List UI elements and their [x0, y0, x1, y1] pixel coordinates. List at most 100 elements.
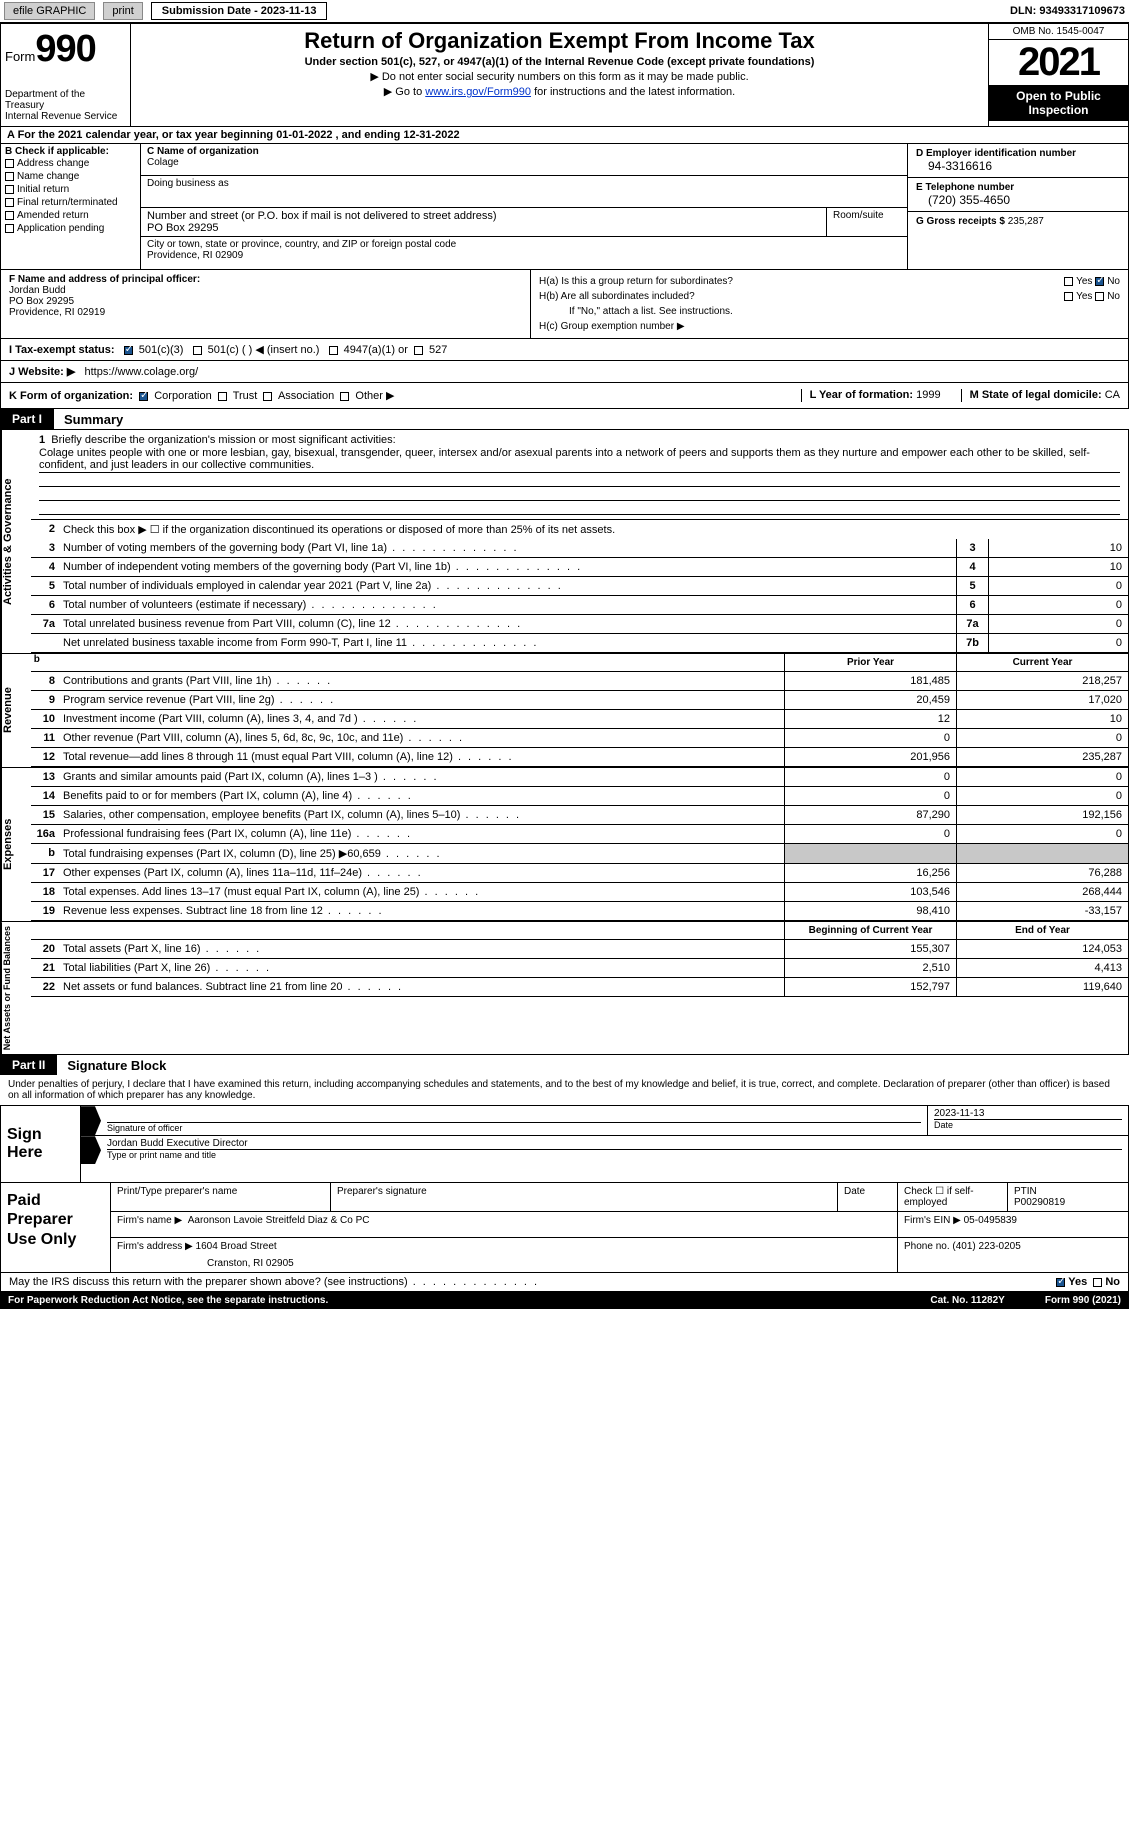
summary-line: 20 Total assets (Part X, line 16) 155,30…: [31, 940, 1128, 959]
gross-label: G Gross receipts $: [916, 216, 1005, 227]
hc-line: H(c) Group exemption number ▶: [539, 319, 1120, 334]
cb-discuss-no[interactable]: [1093, 1278, 1102, 1287]
cb-corp[interactable]: [139, 392, 148, 401]
cb-501c[interactable]: [193, 346, 202, 355]
form-word: Form: [5, 49, 35, 64]
addr-cell: Number and street (or P.O. box if mail i…: [141, 208, 827, 236]
org-name-label: C Name of organization: [147, 146, 901, 157]
period-row: A For the 2021 calendar year, or tax yea…: [0, 127, 1129, 144]
summary-line: 17 Other expenses (Part IX, column (A), …: [31, 864, 1128, 883]
summary-line: 5 Total number of individuals employed i…: [31, 577, 1128, 596]
summary-line: 11 Other revenue (Part VIII, column (A),…: [31, 729, 1128, 748]
submission-date: Submission Date - 2023-11-13: [151, 2, 328, 20]
form-title: Return of Organization Exempt From Incom…: [135, 28, 984, 54]
box-h: H(a) Is this a group return for subordin…: [531, 270, 1128, 338]
org-name-row: C Name of organization Colage: [141, 144, 907, 176]
paid-preparer-block: Paid Preparer Use Only Print/Type prepar…: [0, 1183, 1129, 1273]
rev-header: b Prior Year Current Year: [31, 654, 1128, 672]
ein-row: D Employer identification number 94-3316…: [908, 144, 1128, 178]
cb-application-pending[interactable]: Application pending: [5, 222, 136, 235]
box-f: F Name and address of principal officer:…: [1, 270, 531, 338]
room-label: Room/suite: [827, 208, 907, 236]
website-url: https://www.colage.org/: [85, 366, 199, 378]
summary-line: 21 Total liabilities (Part X, line 26) 2…: [31, 959, 1128, 978]
cb-name-change[interactable]: Name change: [5, 170, 136, 183]
box-c: C Name of organization Colage Doing busi…: [141, 144, 908, 269]
preparer-sig-header: Preparer's signature: [331, 1183, 838, 1211]
rev-section: Revenue b Prior Year Current Year 8 Cont…: [0, 654, 1129, 768]
cb-501c3[interactable]: [124, 346, 133, 355]
cb-initial-return[interactable]: Initial return: [5, 183, 136, 196]
print-name-label: Type or print name and title: [107, 1149, 1122, 1160]
summary-line: 6 Total number of volunteers (estimate i…: [31, 596, 1128, 615]
cb-assoc[interactable]: [263, 392, 272, 401]
form-subtitle: Under section 501(c), 527, or 4947(a)(1)…: [135, 56, 984, 68]
tax-status-label: I Tax-exempt status:: [9, 344, 115, 356]
irs-label: Internal Revenue Service: [5, 111, 126, 122]
gross-value: 235,287: [1008, 216, 1044, 227]
end-year-header: End of Year: [956, 922, 1128, 939]
summary-line: 12 Total revenue—add lines 8 through 11 …: [31, 748, 1128, 767]
city-label: City or town, state or province, country…: [147, 239, 901, 250]
section-bcd: B Check if applicable: Address change Na…: [0, 144, 1129, 270]
cb-other[interactable]: [340, 392, 349, 401]
firm-ein-cell: Firm's EIN ▶ 05-0495839: [898, 1212, 1128, 1237]
part1-header: Part I Summary: [0, 409, 1129, 429]
cat-no: Cat. No. 11282Y: [930, 1295, 1004, 1306]
hb-line: H(b) Are all subordinates included? Yes …: [539, 289, 1120, 304]
summary-line: 13 Grants and similar amounts paid (Part…: [31, 768, 1128, 787]
l-box: L Year of formation: 1999: [801, 389, 941, 402]
cb-discuss-yes[interactable]: [1056, 1278, 1065, 1287]
row-j: J Website: ▶ https://www.colage.org/: [0, 361, 1129, 383]
summary-line: 8 Contributions and grants (Part VIII, l…: [31, 672, 1128, 691]
summary-line: 14 Benefits paid to or for members (Part…: [31, 787, 1128, 806]
sign-here-block: Sign Here Signature of officer 2023-11-1…: [0, 1105, 1129, 1183]
preparer-ptin-cell: PTIN P00290819: [1008, 1183, 1128, 1211]
top-bar: efile GRAPHIC print Submission Date - 20…: [0, 0, 1129, 23]
cb-amended-return[interactable]: Amended return: [5, 209, 136, 222]
firm-name-cell: Firm's name ▶ Aaronson Lavoie Streitfeld…: [111, 1212, 898, 1237]
summary-line: 7a Total unrelated business revenue from…: [31, 615, 1128, 634]
paperwork-notice: For Paperwork Reduction Act Notice, see …: [8, 1295, 328, 1306]
part2-title: Signature Block: [57, 1058, 166, 1073]
preparer-date-header: Date: [838, 1183, 898, 1211]
summary-line: 10 Investment income (Part VIII, column …: [31, 710, 1128, 729]
form-note1: ▶ Do not enter social security numbers o…: [135, 70, 984, 83]
omb-number: OMB No. 1545-0047: [989, 24, 1128, 40]
arrow-icon: [81, 1106, 101, 1135]
cb-address-change[interactable]: Address change: [5, 157, 136, 170]
part1-tab: Part I: [0, 409, 54, 429]
cb-527[interactable]: [414, 346, 423, 355]
summary-line: 4 Number of independent voting members o…: [31, 558, 1128, 577]
part2-tab: Part II: [0, 1055, 57, 1075]
paid-preparer-label: Paid Preparer Use Only: [1, 1183, 111, 1272]
header-center: Return of Organization Exempt From Incom…: [131, 24, 988, 126]
m-box: M State of legal domicile: CA: [961, 389, 1120, 402]
form-number: 990: [35, 28, 95, 70]
box-b: B Check if applicable: Address change Na…: [1, 144, 141, 269]
note2-post: for instructions and the latest informat…: [531, 86, 735, 98]
summary-line: 9 Program service revenue (Part VIII, li…: [31, 691, 1128, 710]
phone-row: E Telephone number (720) 355-4650: [908, 178, 1128, 212]
website-label: J Website: ▶: [9, 366, 75, 378]
discuss-text: May the IRS discuss this return with the…: [9, 1276, 539, 1288]
cb-4947[interactable]: [329, 346, 338, 355]
sig-date: 2023-11-13: [934, 1108, 1122, 1119]
header-left: Form990 Department of the Treasury Inter…: [1, 24, 131, 126]
print-button[interactable]: print: [103, 2, 142, 20]
officer-name: Jordan Budd: [9, 285, 522, 296]
cb-final-return[interactable]: Final return/terminated: [5, 196, 136, 209]
box-b-label: B Check if applicable:: [5, 146, 136, 157]
efile-button[interactable]: efile GRAPHIC: [4, 2, 95, 20]
row-i: I Tax-exempt status: 501(c)(3) 501(c) ( …: [0, 339, 1129, 361]
irs-link[interactable]: www.irs.gov/Form990: [425, 86, 531, 98]
phone-value: (720) 355-4650: [916, 193, 1120, 207]
firm-addr-cell: Firm's address ▶ 1604 Broad Street Crans…: [111, 1238, 898, 1272]
summary-line: 16a Professional fundraising fees (Part …: [31, 825, 1128, 844]
officer-print-name: Jordan Budd Executive Director: [107, 1138, 1122, 1149]
net-side-label: Net Assets or Fund Balances: [1, 922, 31, 1054]
gross-row: G Gross receipts $ 235,287: [908, 212, 1128, 231]
summary-line: Net unrelated business taxable income fr…: [31, 634, 1128, 653]
cb-trust[interactable]: [218, 392, 227, 401]
sig-officer-label: Signature of officer: [107, 1122, 921, 1133]
